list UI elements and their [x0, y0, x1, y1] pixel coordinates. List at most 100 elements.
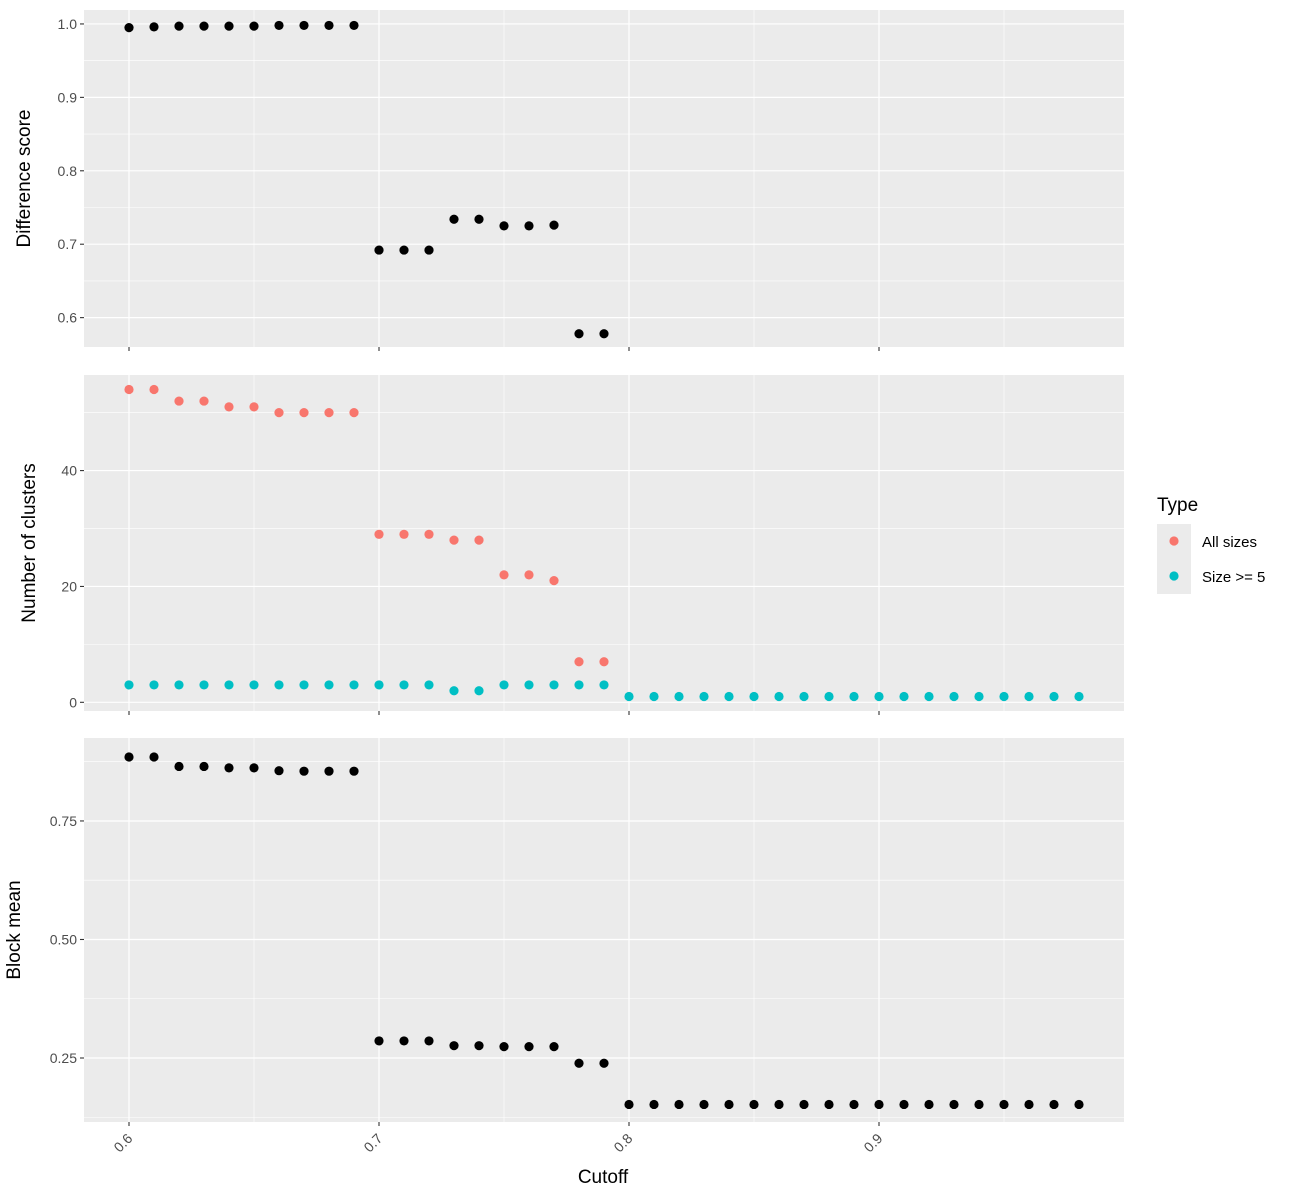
data-point	[374, 529, 384, 539]
legend-key-background	[1157, 524, 1191, 594]
data-point	[949, 691, 959, 702]
panel-background	[84, 10, 1124, 347]
data-point	[774, 1099, 784, 1110]
data-point	[349, 766, 359, 776]
data-point	[174, 680, 184, 690]
y-axis-title: Number of clusters	[19, 463, 40, 622]
legend-key-all-sizes	[1169, 536, 1179, 546]
data-point	[399, 680, 409, 690]
data-point	[449, 686, 459, 696]
data-point	[1074, 691, 1084, 702]
data-point	[349, 20, 359, 31]
data-point	[599, 680, 609, 690]
data-point	[699, 1099, 709, 1110]
data-point	[499, 680, 509, 690]
data-point	[674, 1099, 684, 1110]
data-point	[649, 1099, 659, 1110]
data-point	[524, 1042, 534, 1052]
data-point	[274, 20, 284, 31]
data-point	[1049, 1099, 1059, 1110]
y-axis-title: Difference score	[14, 110, 35, 248]
data-point	[324, 766, 334, 776]
data-point	[674, 691, 684, 702]
data-point	[324, 20, 334, 31]
data-point	[549, 576, 559, 586]
data-point	[599, 329, 609, 339]
data-point	[924, 691, 934, 702]
y-tick-label: 0.6	[58, 310, 78, 326]
data-point	[999, 1099, 1009, 1110]
y-tick-label: 0.7	[58, 236, 78, 252]
legend-title: Type	[1157, 495, 1198, 516]
x-axis-title: Cutoff	[578, 1167, 629, 1188]
data-point	[799, 1099, 809, 1110]
data-point	[724, 691, 734, 702]
data-point	[149, 384, 159, 395]
y-tick-label: 0.25	[50, 1050, 77, 1066]
data-point	[499, 1042, 509, 1052]
data-point	[549, 1042, 559, 1052]
data-point	[149, 752, 159, 762]
data-point	[574, 1058, 584, 1068]
data-point	[399, 529, 409, 539]
data-point	[349, 680, 359, 690]
data-point	[274, 766, 284, 776]
data-point	[624, 1099, 634, 1110]
data-point	[974, 691, 984, 702]
data-point	[374, 245, 384, 255]
data-point	[599, 657, 609, 667]
data-point	[424, 680, 434, 690]
y-tick-label: 0	[69, 694, 77, 710]
data-point	[524, 680, 534, 690]
data-point	[474, 686, 484, 696]
panel-3: 0.25 0.50 0.75 Block mean	[4, 738, 1124, 1126]
data-point	[1024, 691, 1034, 702]
panel-2: 0 20 40 Number of clusters	[19, 375, 1124, 715]
data-point	[499, 570, 509, 580]
data-point	[274, 680, 284, 690]
data-point	[549, 680, 559, 690]
data-point	[224, 680, 234, 690]
data-point	[874, 691, 884, 702]
data-point	[249, 402, 259, 412]
data-point	[324, 680, 334, 690]
data-point	[424, 1036, 434, 1046]
data-point	[524, 570, 534, 580]
data-point	[649, 691, 659, 702]
legend-label-size-ge-5: Size >= 5	[1202, 569, 1265, 586]
data-point	[374, 680, 384, 690]
series-2	[124, 680, 1084, 702]
data-point	[349, 408, 359, 418]
data-point	[749, 1099, 759, 1110]
data-point	[224, 402, 234, 412]
data-point	[849, 1099, 859, 1110]
data-point	[974, 1099, 984, 1110]
y-tick-label: 0.50	[50, 931, 77, 947]
y-axis-title: Block mean	[4, 880, 25, 979]
data-point	[474, 535, 484, 545]
data-point	[474, 214, 484, 224]
data-point	[424, 245, 434, 255]
data-point	[824, 1099, 834, 1110]
series-1	[124, 384, 609, 667]
data-point	[174, 21, 184, 31]
data-point	[299, 766, 309, 776]
panels: 0.6 0.7 0.8 0.9 1.0 Difference score 0 20 40 Numb…	[4, 10, 1124, 1126]
data-point	[174, 396, 184, 406]
data-point	[199, 761, 209, 772]
data-point	[299, 680, 309, 690]
data-point	[999, 691, 1009, 702]
panel-1: 0.6 0.7 0.8 0.9 1.0 Difference score	[14, 10, 1124, 351]
data-point	[499, 221, 509, 231]
data-point	[449, 1041, 459, 1051]
data-point	[1074, 1099, 1084, 1110]
data-point	[249, 680, 259, 690]
data-point	[199, 396, 209, 406]
y-tick-label: 0.9	[58, 89, 78, 105]
data-point	[224, 763, 234, 773]
data-point	[524, 221, 534, 231]
data-point	[849, 691, 859, 702]
data-point	[749, 691, 759, 702]
data-point	[124, 752, 134, 762]
